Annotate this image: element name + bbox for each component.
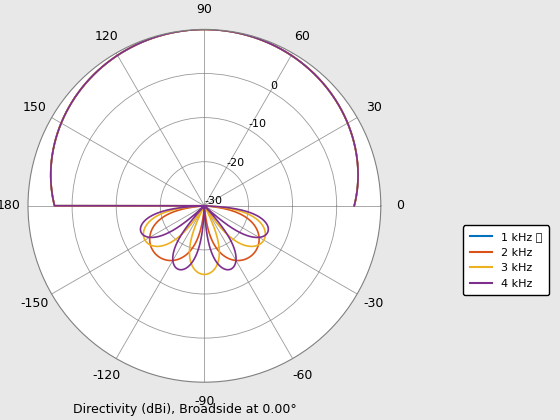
1 kHz Ⓐ xyxy=(108,57,115,62)
2 kHz xyxy=(201,203,208,208)
4 kHz xyxy=(201,203,208,208)
4 kHz xyxy=(197,241,203,247)
Legend: 1 kHz Ⓐ, 2 kHz, 3 kHz, 4 kHz: 1 kHz Ⓐ, 2 kHz, 3 kHz, 4 kHz xyxy=(463,226,549,295)
1 kHz Ⓐ xyxy=(351,203,358,208)
3 kHz xyxy=(260,224,267,229)
2 kHz xyxy=(242,214,249,219)
2 kHz xyxy=(48,177,54,182)
3 kHz xyxy=(201,203,208,208)
Line: 4 kHz: 4 kHz xyxy=(51,29,358,270)
3 kHz xyxy=(193,269,200,274)
2 kHz xyxy=(201,203,208,208)
4 kHz xyxy=(202,216,208,221)
4 kHz xyxy=(262,220,269,225)
1 kHz Ⓐ xyxy=(201,203,208,208)
4 kHz xyxy=(108,57,115,62)
3 kHz xyxy=(108,57,115,62)
1 kHz Ⓐ xyxy=(201,203,208,208)
2 kHz xyxy=(201,203,208,208)
2 kHz xyxy=(351,203,358,208)
3 kHz xyxy=(201,27,208,32)
Line: 2 kHz: 2 kHz xyxy=(51,29,358,260)
1 kHz Ⓐ xyxy=(201,203,208,208)
2 kHz xyxy=(108,57,115,62)
4 kHz xyxy=(265,226,272,231)
Text: Directivity (dBi), Broadside at 0.00°: Directivity (dBi), Broadside at 0.00° xyxy=(73,403,297,416)
4 kHz xyxy=(201,203,208,208)
1 kHz Ⓐ xyxy=(201,27,208,32)
4 kHz xyxy=(48,177,54,182)
1 kHz Ⓐ xyxy=(201,203,208,208)
4 kHz xyxy=(351,203,358,208)
1 kHz Ⓐ xyxy=(48,177,54,182)
3 kHz xyxy=(205,271,212,276)
1 kHz Ⓐ xyxy=(201,203,208,208)
Line: 1 kHz Ⓐ: 1 kHz Ⓐ xyxy=(51,29,358,206)
2 kHz xyxy=(201,27,208,32)
3 kHz xyxy=(201,203,208,208)
3 kHz xyxy=(351,203,358,208)
2 kHz xyxy=(249,220,256,225)
1 kHz Ⓐ xyxy=(201,203,208,208)
4 kHz xyxy=(201,27,208,32)
2 kHz xyxy=(199,216,206,221)
3 kHz xyxy=(48,177,54,182)
Line: 3 kHz: 3 kHz xyxy=(51,29,358,274)
3 kHz xyxy=(255,218,262,223)
